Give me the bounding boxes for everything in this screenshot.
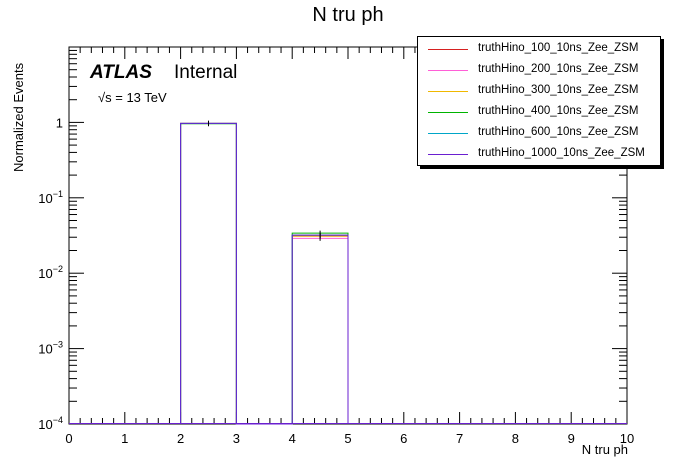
y-tick-label: 10−3 xyxy=(38,340,63,357)
series-histogram xyxy=(180,122,349,425)
atlas-label: ATLAS xyxy=(90,62,152,83)
legend-label: truthHino_300_10ns_Zee_ZSM xyxy=(478,84,639,96)
legend-swatch xyxy=(428,49,468,50)
legend-label: truthHino_1000_10ns_Zee_ZSM xyxy=(478,147,645,159)
legend-label: truthHino_600_10ns_Zee_ZSM xyxy=(478,126,639,138)
x-tick-label: 5 xyxy=(344,431,351,446)
legend-entry: truthHino_1000_10ns_Zee_ZSM xyxy=(418,144,660,165)
legend: truthHino_100_10ns_Zee_ZSM truthHino_200_… xyxy=(417,36,661,166)
legend-swatch xyxy=(428,154,468,155)
y-tick-label: 10−2 xyxy=(38,264,63,281)
series-histogram xyxy=(180,122,349,425)
y-axis-label: Normalized Events xyxy=(11,62,26,172)
series-histogram xyxy=(180,122,349,425)
series-histogram xyxy=(180,122,349,425)
legend-label: truthHino_400_10ns_Zee_ZSM xyxy=(478,105,639,117)
legend-swatch xyxy=(428,112,468,113)
legend-entry: truthHino_400_10ns_Zee_ZSM xyxy=(418,102,660,123)
x-tick-label: 7 xyxy=(456,431,463,446)
legend-entry: truthHino_100_10ns_Zee_ZSM xyxy=(418,39,660,60)
y-tick-label: 10−1 xyxy=(38,189,63,206)
legend-label: truthHino_100_10ns_Zee_ZSM xyxy=(478,42,639,54)
x-tick-label: 8 xyxy=(512,431,519,446)
y-tick-label: 1 xyxy=(56,115,63,130)
series-histogram xyxy=(180,123,349,425)
x-tick-label: 0 xyxy=(65,431,72,446)
legend-swatch xyxy=(428,91,468,92)
x-axis-label: N tru ph xyxy=(581,442,628,457)
legend-entry: truthHino_300_10ns_Zee_ZSM xyxy=(418,81,660,102)
atlas-status: Internal xyxy=(174,62,238,83)
legend-label: truthHino_200_10ns_Zee_ZSM xyxy=(478,63,639,75)
legend-swatch xyxy=(428,133,468,134)
x-tick-label: 6 xyxy=(400,431,407,446)
x-tick-label: 4 xyxy=(289,431,296,446)
x-tick-label: 10 xyxy=(620,431,634,446)
series-histogram xyxy=(180,122,349,425)
chart-title: N tru ph xyxy=(312,4,384,26)
x-tick-label: 2 xyxy=(177,431,184,446)
legend-entry: truthHino_200_10ns_Zee_ZSM xyxy=(418,60,660,81)
legend-entry: truthHino_600_10ns_Zee_ZSM xyxy=(418,123,660,144)
energy-label: √s = 13 TeV xyxy=(98,90,167,105)
x-tick-label: 3 xyxy=(233,431,240,446)
y-tick-label: 10−4 xyxy=(38,415,63,432)
x-tick-label: 9 xyxy=(568,431,575,446)
x-tick-label: 1 xyxy=(121,431,128,446)
legend-swatch xyxy=(428,70,468,71)
